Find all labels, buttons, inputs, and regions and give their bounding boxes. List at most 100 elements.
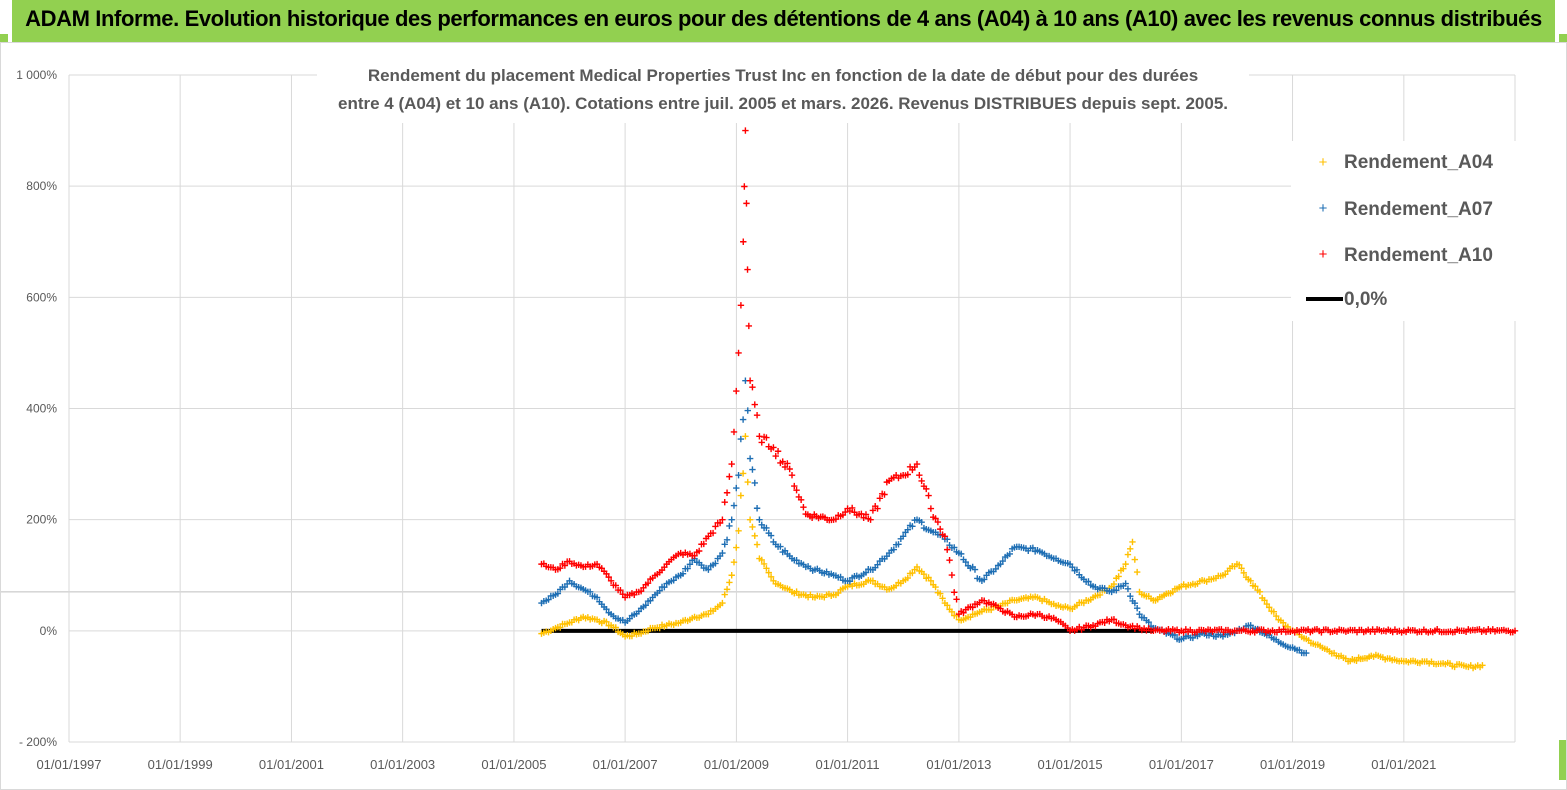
data-point (1122, 560, 1129, 568)
data-point (1129, 538, 1136, 546)
data-marker (786, 552, 793, 560)
data-marker (869, 507, 877, 514)
data-marker (1096, 591, 1104, 599)
data-marker (981, 576, 988, 583)
data-marker (554, 590, 562, 597)
chart-legend: + Rendement_A04 + Rendement_A07 + Rendem… (1291, 141, 1516, 321)
data-marker (1008, 545, 1016, 552)
data-marker (763, 434, 770, 441)
data-marker (689, 552, 696, 559)
corner-marker-top-right (1559, 34, 1567, 42)
data-marker (1106, 588, 1113, 595)
data-marker (1231, 563, 1238, 570)
y-tick-label: 0% (40, 624, 58, 638)
data-marker (1110, 580, 1118, 588)
data-marker (749, 384, 756, 391)
data-marker (781, 463, 789, 471)
data-marker (779, 458, 786, 465)
data-point (756, 516, 763, 523)
data-marker (939, 531, 946, 538)
data-marker (563, 558, 571, 565)
data-marker (656, 587, 663, 594)
scatter-chart: 1 000% 800% 600% 400% 200% 0% - 200% 01/01/1997… (1, 61, 1519, 772)
data-marker (994, 562, 1002, 569)
data-marker (591, 561, 598, 568)
data-marker (702, 564, 710, 572)
data-marker (1087, 596, 1094, 603)
data-marker (1265, 604, 1273, 611)
data-marker (1198, 576, 1206, 584)
data-marker (758, 556, 765, 564)
data-marker (846, 578, 854, 585)
data-marker (603, 605, 610, 613)
data-marker (563, 620, 571, 627)
data-marker (733, 387, 740, 395)
data-marker (561, 562, 569, 569)
data-marker (1133, 623, 1141, 630)
data-marker (1031, 612, 1039, 619)
data-marker (591, 616, 598, 623)
data-marker (1286, 644, 1294, 651)
data-marker (890, 546, 898, 553)
data-marker (842, 508, 849, 516)
data-marker (976, 608, 983, 616)
data-marker (994, 604, 1002, 611)
data-marker (586, 588, 594, 596)
data-marker (716, 519, 724, 527)
data-marker (951, 544, 958, 551)
data-marker (726, 522, 733, 530)
data-marker (976, 599, 983, 606)
data-marker (860, 514, 867, 521)
data-marker (1236, 561, 1243, 569)
data-point (735, 349, 742, 357)
data-marker (605, 609, 612, 616)
data-marker (619, 616, 626, 624)
series-layer (538, 127, 1519, 672)
data-marker (647, 575, 654, 583)
data-marker (1050, 614, 1057, 622)
data-marker (895, 541, 902, 548)
data-marker (743, 200, 750, 207)
data-marker (911, 566, 918, 573)
data-marker (1272, 612, 1280, 620)
data-marker (726, 473, 733, 480)
data-marker (1279, 619, 1287, 626)
data-marker (1101, 619, 1108, 627)
data-marker (932, 515, 939, 522)
x-tick-label: 01/01/2021 (1371, 757, 1436, 772)
data-marker (951, 589, 958, 596)
data-marker (1124, 551, 1132, 558)
data-marker (904, 574, 911, 582)
report-title: ADAM Informe. Evolution historique des p… (25, 6, 1542, 31)
data-marker (675, 572, 682, 580)
x-tick-label: 01/01/1997 (36, 757, 101, 772)
data-marker (1252, 583, 1259, 590)
x-tick-label: 01/01/1999 (148, 757, 213, 772)
data-marker (923, 485, 930, 493)
data-marker (605, 573, 612, 581)
data-marker (730, 502, 738, 509)
data-marker (897, 580, 905, 587)
data-marker (737, 435, 745, 443)
data-marker (953, 548, 960, 555)
data-marker (1476, 663, 1484, 671)
data-marker (637, 587, 645, 595)
data-marker (1217, 572, 1224, 580)
data-marker (695, 547, 703, 555)
data-marker (549, 592, 557, 599)
legend-label-a10: Rendement_A10 (1344, 245, 1493, 266)
data-marker (1131, 600, 1139, 607)
data-marker (737, 492, 745, 499)
data-marker (1029, 544, 1037, 552)
data-marker (842, 584, 849, 591)
data-marker (751, 401, 758, 408)
data-marker (1272, 636, 1280, 643)
data-point (607, 577, 615, 585)
data-marker (1115, 573, 1122, 580)
data-marker (723, 489, 731, 496)
data-marker (744, 407, 751, 414)
data-marker (1147, 627, 1155, 635)
data-point (735, 472, 742, 479)
data-marker (876, 495, 884, 502)
